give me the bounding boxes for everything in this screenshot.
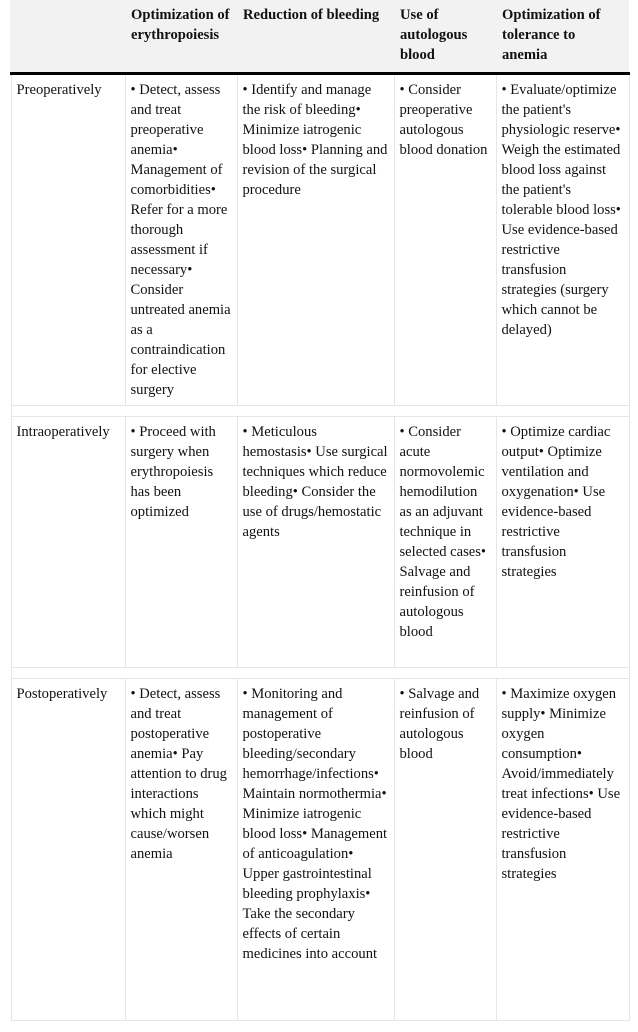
header-tolerance: Optimization of tolerance to anemia [495, 0, 629, 75]
table-row: Preoperatively • Detect, assess and trea… [10, 73, 630, 406]
header-autologous: Use of autologous blood [393, 0, 496, 75]
table-cell: • Consider acute normovolemic hemodiluti… [393, 416, 497, 668]
header-bleeding: Reduction of bleeding [236, 0, 394, 75]
table-cell: • Optimize cardiac output• Optimize vent… [495, 416, 630, 668]
table-cell: • Proceed with surgery when erythropoies… [124, 416, 238, 668]
table-cell: • Identify and manage the risk of bleedi… [236, 73, 395, 406]
table-cell: • Salvage and reinfusion of autologous b… [393, 678, 497, 1021]
spacer-cell [10, 405, 630, 417]
header-erythropoiesis: Optimization of erythropoiesis [124, 0, 237, 75]
spacer-row [10, 405, 630, 417]
row-label: Preoperatively [10, 73, 126, 406]
row-label: Postoperatively [10, 678, 126, 1021]
header-phase [10, 0, 125, 75]
table-cell: • Monitoring and management of postopera… [236, 678, 395, 1021]
header-row: Optimization of erythropoiesis Reduction… [10, 0, 629, 75]
table-cell: • Detect, assess and treat postoperative… [124, 678, 238, 1021]
spacer-row [10, 667, 630, 679]
row-label: Intraoperatively [10, 416, 126, 668]
spacer-cell [10, 667, 630, 679]
table-cell: • Detect, assess and treat preoperative … [124, 73, 238, 406]
anemia-management-table: Optimization of erythropoiesis Reduction… [10, 0, 630, 1021]
table-row: Postoperatively • Detect, assess and tre… [10, 678, 630, 1021]
table-cell: • Evaluate/optimize the patient's physio… [495, 73, 630, 406]
table-cell: • Maximize oxygen supply• Minimize oxyge… [495, 678, 630, 1021]
table-cell: • Consider preoperative autologous blood… [393, 73, 497, 406]
table-cell: • Meticulous hemostasis• Use surgical te… [236, 416, 395, 668]
table-row: Intraoperatively • Proceed with surgery … [10, 416, 630, 668]
